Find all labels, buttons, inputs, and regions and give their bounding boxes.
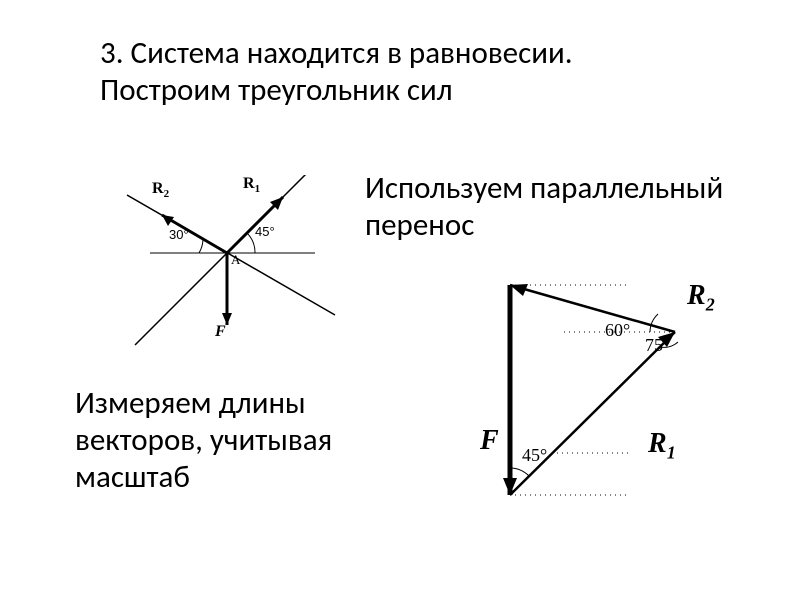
diagram-concurrent-forces: R2 R1 F A 30° 45° xyxy=(115,175,355,355)
slide: 3. Система находится в равновесии. Постр… xyxy=(0,0,800,600)
label-angle60: 60° xyxy=(605,320,630,341)
label-angle75: 75° xyxy=(645,335,670,356)
label-angle30: 30° xyxy=(169,227,189,242)
label-r2-right: R2 xyxy=(687,280,715,316)
diagram-force-triangle: R2 R1 F 60° 75° 45° xyxy=(430,270,730,530)
label-angle45: 45° xyxy=(522,445,547,466)
label-r1-left: R1 xyxy=(243,175,260,195)
label-f-right: F xyxy=(480,425,499,457)
label-r1-right: R1 xyxy=(648,428,676,464)
label-a-left: A xyxy=(231,252,240,268)
slide-title: 3. Система находится в равновесии. Постр… xyxy=(100,35,660,109)
text-parallel-transfer: Используем параллельный перенос xyxy=(365,170,725,244)
triangle-svg xyxy=(430,270,730,530)
label-f-left: F xyxy=(215,323,226,341)
label-angle45: 45° xyxy=(255,224,275,239)
text-measure-vectors: Измеряем длины векторов, учитывая масшта… xyxy=(75,385,415,497)
label-r2-left: R2 xyxy=(152,180,169,200)
